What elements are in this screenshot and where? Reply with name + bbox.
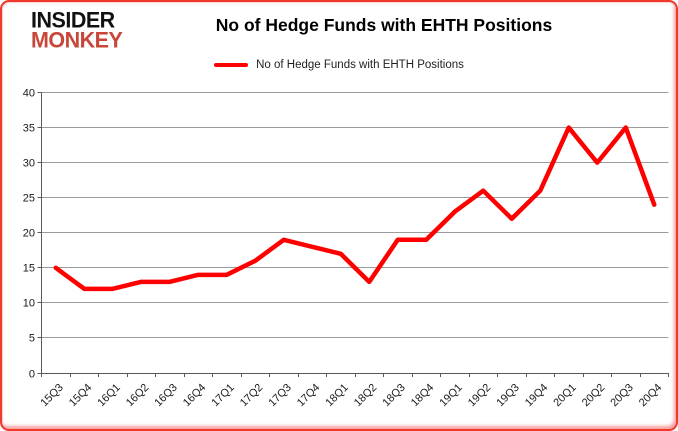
series-line: [53, 125, 657, 292]
x-tick-label: 18Q4: [409, 382, 437, 410]
x-tick-label: 16Q2: [124, 382, 152, 410]
x-tick-label: 19Q1: [437, 382, 465, 410]
legend: No of Hedge Funds with EHTH Positions: [2, 59, 676, 71]
x-tick-label: 19Q4: [523, 382, 551, 410]
x-tick-label: 17Q4: [295, 382, 323, 410]
logo-line-monkey: MONKEY: [31, 27, 123, 53]
y-tick-label: 5: [29, 333, 35, 345]
x-tick-label: 15Q3: [38, 382, 66, 410]
y-tick-label: 15: [23, 263, 35, 275]
y-tick-label: 0: [29, 369, 35, 381]
x-tick-label: 16Q1: [95, 382, 123, 410]
y-tick-label: 30: [23, 158, 35, 170]
y-tick-label: 10: [23, 298, 35, 310]
y-tick-label: 20: [23, 228, 35, 240]
y-tick-label: 25: [23, 193, 35, 205]
x-tick-label: 17Q2: [238, 382, 266, 410]
x-tick-label: 17Q1: [209, 382, 237, 410]
y-tick-label: 40: [23, 88, 35, 100]
x-tick-label: 20Q3: [608, 382, 636, 410]
x-tick-label: 18Q1: [323, 382, 351, 410]
x-tick-label: 20Q1: [551, 382, 579, 410]
x-tick-label: 19Q2: [466, 382, 494, 410]
insider-monkey-logo: INSIDER MONKEY: [31, 7, 123, 53]
y-tick-label: 35: [23, 123, 35, 135]
x-tick-label: 16Q4: [181, 382, 209, 410]
x-tick-label: 15Q4: [67, 382, 95, 410]
legend-line-swatch-icon: [214, 63, 249, 67]
x-tick-label: 16Q3: [152, 382, 180, 410]
page-title: No of Hedge Funds with EHTH Positions: [215, 15, 553, 35]
x-tick-label: 20Q2: [580, 382, 608, 410]
logo-line-insider: INSIDER: [31, 7, 115, 33]
legend-label: No of Hedge Funds with EHTH Positions: [256, 59, 464, 71]
x-tick-label: 17Q3: [266, 382, 294, 410]
x-tick-label: 18Q2: [352, 382, 380, 410]
x-tick-label: 19Q3: [494, 382, 522, 410]
x-tick-label: 18Q3: [380, 382, 408, 410]
x-tick-label: 20Q4: [637, 382, 665, 410]
